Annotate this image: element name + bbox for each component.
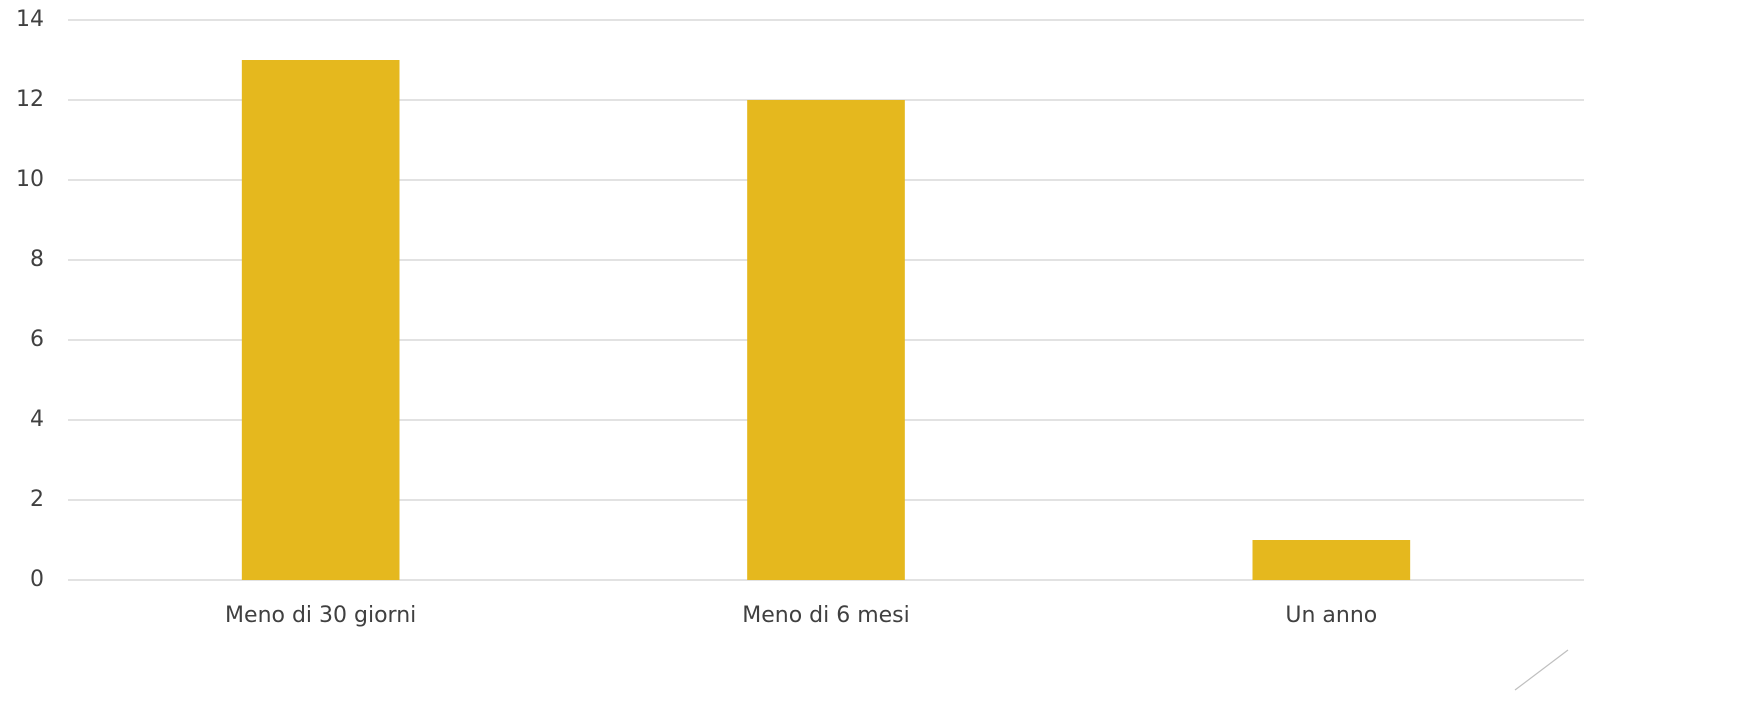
y-tick-label: 8 [30, 247, 44, 272]
decoration [1514, 649, 1569, 691]
bar [1252, 540, 1411, 580]
x-tick-label: Meno di 30 giorni [225, 603, 416, 628]
y-tick-label: 4 [30, 407, 44, 432]
bar [747, 100, 905, 580]
x-tick-label: Un anno [1285, 603, 1377, 628]
y-tick-label: 0 [30, 567, 44, 592]
y-tick-label: 6 [30, 327, 44, 352]
y-tick-label: 2 [30, 487, 44, 512]
bar [241, 60, 400, 580]
x-tick-label: Meno di 6 mesi [742, 603, 910, 628]
y-tick-label: 14 [16, 7, 44, 32]
y-tick-label: 12 [16, 87, 44, 112]
y-tick-label: 10 [16, 167, 44, 192]
